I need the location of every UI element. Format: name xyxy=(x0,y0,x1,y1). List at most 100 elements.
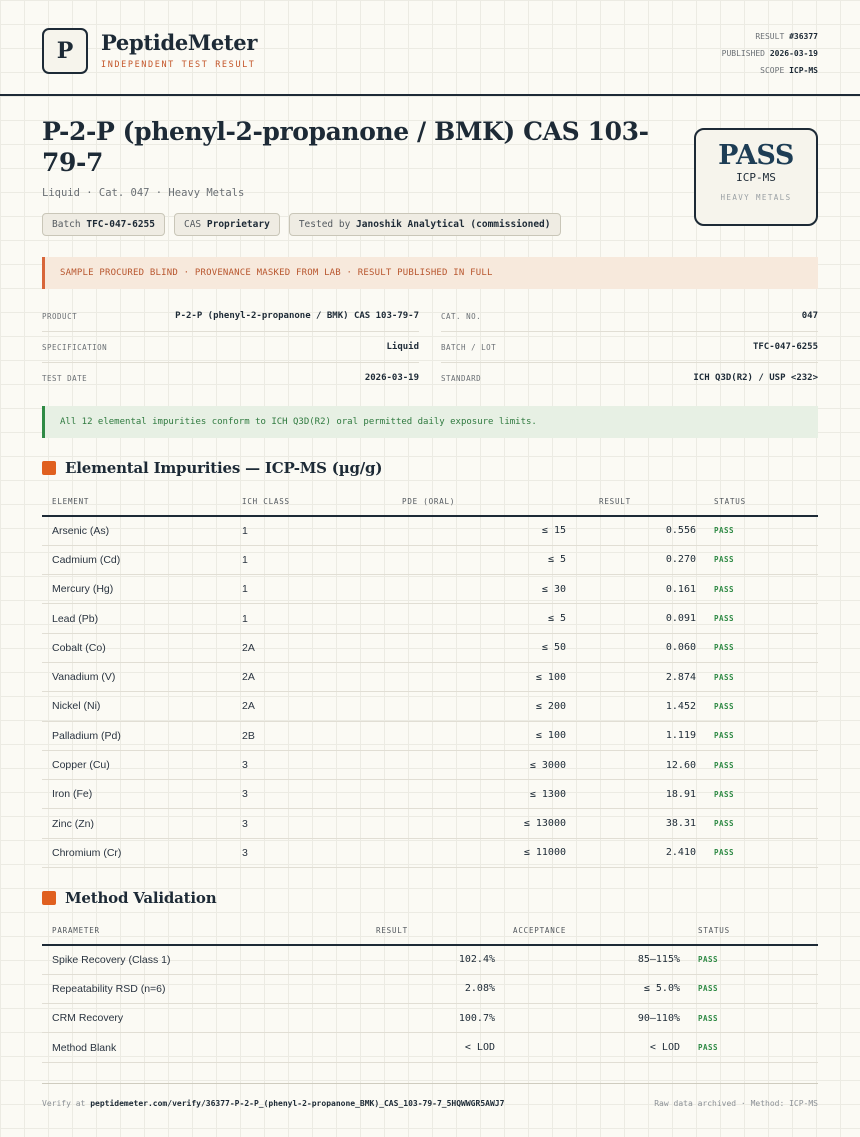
page-subtitle: Liquid · Cat. 047 · Heavy Metals xyxy=(42,187,245,199)
ich-class: 3 xyxy=(242,779,402,810)
info-cat-no: CAT. NO. 047 xyxy=(441,301,818,332)
element-name: Vanadium (V) xyxy=(42,662,242,693)
element-name: Chromium (Cr) xyxy=(42,838,242,869)
table-row: Vanadium (V) 2A ≤ 100 2.874 PASS xyxy=(42,662,818,693)
table-row: Cadmium (Cd) 1 ≤ 5 0.270 PASS xyxy=(42,545,818,576)
status-badge: PASS xyxy=(696,750,818,781)
pde-limit: ≤ 11000 xyxy=(402,838,566,869)
pde-limit: ≤ 100 xyxy=(402,721,566,751)
table-row: Iron (Fe) 3 ≤ 1300 18.91 PASS xyxy=(42,779,818,810)
result-value: 38.31 xyxy=(566,808,696,839)
procurement-notice: SAMPLE PROCURED BLIND · PROVENANCE MASKE… xyxy=(42,257,818,289)
result-value: 1.452 xyxy=(566,691,696,722)
result-value: 18.91 xyxy=(566,779,696,810)
validation-result: < LOD xyxy=(342,1032,495,1063)
acceptance-range: < LOD xyxy=(495,1032,680,1063)
meta-result: RESULT #36377 xyxy=(755,32,818,41)
ich-class: 2A xyxy=(242,691,402,722)
info-standard: STANDARD ICH Q3D(R2) / USP <232> xyxy=(441,373,818,383)
validation-result: 2.08% xyxy=(342,974,495,1005)
validation-section-header: Method Validation xyxy=(42,889,217,907)
impurities-table: ELEMENT ICH CLASS PDE (ORAL) RESULT STAT… xyxy=(42,487,818,869)
result-value: 0.270 xyxy=(566,545,696,576)
meta-published: PUBLISHED 2026-03-19 xyxy=(721,49,818,58)
brand-logo-icon: P xyxy=(42,28,88,74)
footer-archive-note: Raw data archived · Method: ICP-MS xyxy=(654,1099,818,1108)
table-row: Lead (Pb) 1 ≤ 5 0.091 PASS xyxy=(42,603,818,634)
validation-title: Method Validation xyxy=(65,889,217,907)
verify-line: Verify at peptidemeter.com/verify/36377-… xyxy=(42,1099,505,1108)
stamp-method: ICP-MS xyxy=(736,171,776,184)
section-marker-icon xyxy=(42,891,56,905)
info-specification: SPECIFICATION Liquid xyxy=(42,332,419,363)
table-row: Method Blank < LOD < LOD PASS xyxy=(42,1032,818,1063)
table-row: Spike Recovery (Class 1) 102.4% 85–115% PAS… xyxy=(42,945,818,975)
validation-header-row: PARAMETER RESULT ACCEPTANCE STATUS xyxy=(42,916,818,946)
batch-chip: Batch TFC-047-6255 xyxy=(42,213,165,236)
element-name: Lead (Pb) xyxy=(42,603,242,634)
pde-limit: ≤ 200 xyxy=(402,691,566,722)
status-badge: PASS xyxy=(680,1032,818,1063)
status-badge: PASS xyxy=(680,974,818,1005)
section-marker-icon xyxy=(42,461,56,475)
table-row: Mercury (Hg) 1 ≤ 30 0.161 PASS xyxy=(42,574,818,605)
pde-limit: ≤ 5 xyxy=(402,603,566,634)
ich-class: 1 xyxy=(242,545,402,576)
status-badge: PASS xyxy=(696,779,818,810)
element-name: Mercury (Hg) xyxy=(42,574,242,605)
info-test-date: TEST DATE 2026-03-19 xyxy=(42,373,419,383)
pde-limit: ≤ 50 xyxy=(402,633,566,663)
ich-class: 1 xyxy=(242,516,402,546)
ich-class: 3 xyxy=(242,808,402,839)
pde-limit: ≤ 30 xyxy=(402,574,566,605)
element-name: Zinc (Zn) xyxy=(42,808,242,839)
acceptance-range: 90–110% xyxy=(495,1003,680,1034)
parameter-name: Repeatability RSD (n=6) xyxy=(42,974,342,1005)
element-name: Cobalt (Co) xyxy=(42,633,242,663)
col-status: STATUS xyxy=(696,487,818,517)
table-row: Chromium (Cr) 3 ≤ 11000 2.410 PASS xyxy=(42,838,818,869)
status-badge: PASS xyxy=(696,721,818,751)
status-badge: PASS xyxy=(696,545,818,576)
table-row: Nickel (Ni) 2A ≤ 200 1.452 PASS xyxy=(42,691,818,722)
result-value: 12.60 xyxy=(566,750,696,781)
ich-class: 1 xyxy=(242,603,402,634)
table-row: Zinc (Zn) 3 ≤ 13000 38.31 PASS xyxy=(42,808,818,839)
verify-link[interactable]: peptidemeter.com/verify/36377-P-2-P_(phe… xyxy=(90,1099,505,1108)
element-name: Nickel (Ni) xyxy=(42,691,242,722)
col-pde: PDE (ORAL) xyxy=(402,487,566,517)
result-value: 2.410 xyxy=(566,838,696,869)
stamp-result: PASS xyxy=(718,140,794,171)
status-badge: PASS xyxy=(696,603,818,634)
table-row: CRM Recovery 100.7% 90–110% PASS xyxy=(42,1003,818,1034)
header-divider xyxy=(0,94,860,96)
pde-limit: ≤ 13000 xyxy=(402,808,566,839)
result-value: 1.119 xyxy=(566,721,696,751)
pde-limit: ≤ 1300 xyxy=(402,779,566,810)
info-product: PRODUCT P-2-P (phenyl-2-propanone / BMK) … xyxy=(42,301,419,332)
impurities-header-row: ELEMENT ICH CLASS PDE (ORAL) RESULT STAT… xyxy=(42,487,818,517)
col-element: ELEMENT xyxy=(42,487,242,517)
table-row: Repeatability RSD (n=6) 2.08% ≤ 5.0% PASS xyxy=(42,974,818,1005)
element-name: Copper (Cu) xyxy=(42,750,242,781)
cas-chip: CAS Proprietary xyxy=(173,213,280,236)
result-value: 2.874 xyxy=(566,662,696,693)
meta-scope: SCOPE ICP-MS xyxy=(760,66,818,75)
info-batch-lot: BATCH / LOT TFC-047-6255 xyxy=(441,332,818,363)
ich-class: 1 xyxy=(242,574,402,605)
status-badge: PASS xyxy=(696,662,818,693)
impurities-title: Elemental Impurities — ICP-MS (µg/g) xyxy=(65,459,383,477)
status-badge: PASS xyxy=(680,1003,818,1034)
parameter-name: Method Blank xyxy=(42,1032,342,1063)
element-name: Cadmium (Cd) xyxy=(42,545,242,576)
stamp-scope: HEAVY METALS xyxy=(720,193,792,202)
validation-table: PARAMETER RESULT ACCEPTANCE STATUS Spike… xyxy=(42,916,818,1063)
report-footer: Verify at peptidemeter.com/verify/36377-… xyxy=(42,1083,818,1108)
result-value: 0.091 xyxy=(566,603,696,634)
ich-class: 2B xyxy=(242,721,402,751)
table-row: Arsenic (As) 1 ≤ 15 0.556 PASS xyxy=(42,516,818,546)
conformance-summary: All 12 elemental impurities conform to I… xyxy=(42,406,818,438)
col-result: RESULT xyxy=(566,487,696,517)
ich-class: 3 xyxy=(242,750,402,781)
pde-limit: ≤ 3000 xyxy=(402,750,566,781)
